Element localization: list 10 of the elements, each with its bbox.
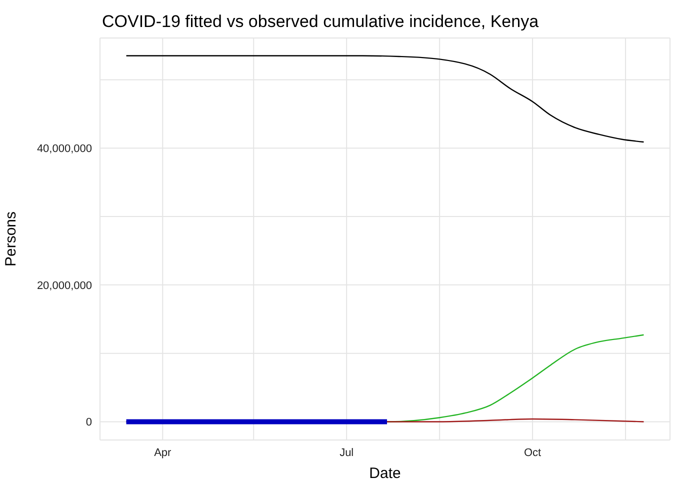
x-tick-label: Jul <box>340 446 354 459</box>
x-tick-label: Oct <box>524 446 542 459</box>
line-series <box>126 55 644 143</box>
y-tick-label: 20,000,000 <box>36 280 92 292</box>
x-axis-title: Date <box>369 465 401 482</box>
y-tick-label: 0 <box>86 416 92 429</box>
x-tick-label: Apr <box>154 446 172 459</box>
y-axis-title: Persons <box>2 211 20 267</box>
chart-title: COVID-19 fitted vs observed cumulative incidence, Kenya <box>102 12 539 32</box>
y-tick-label: 40,000,000 <box>36 143 92 156</box>
